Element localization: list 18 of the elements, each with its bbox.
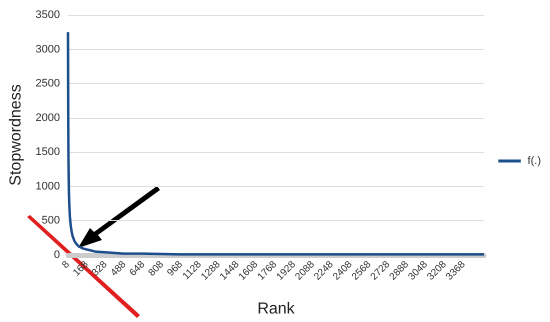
y-tick-label: 500 (42, 214, 60, 227)
x-tick-label: 808 (146, 258, 166, 279)
x-tick-label: 488 (108, 258, 129, 279)
x-tick-label: 328 (90, 258, 110, 279)
y-tick-label: 2500 (36, 78, 60, 90)
x-tick-label: 8 (60, 258, 72, 271)
x-tick-label: 168 (71, 258, 92, 279)
x-axis-title: Rank (257, 300, 296, 318)
line-series (66, 30, 486, 256)
y-tick-label: 1500 (36, 146, 60, 158)
legend-label: f(.) (528, 155, 542, 167)
y-tick-label: 2000 (36, 112, 60, 124)
y-tick-label: 3000 (36, 43, 60, 56)
y-tick-label: 3500 (36, 9, 60, 21)
y-tick-label: 1000 (36, 180, 60, 192)
y-tick-label: 0 (54, 249, 60, 261)
x-tick-label: 648 (128, 258, 148, 279)
y-axis-title: Stopwordness (8, 84, 24, 186)
